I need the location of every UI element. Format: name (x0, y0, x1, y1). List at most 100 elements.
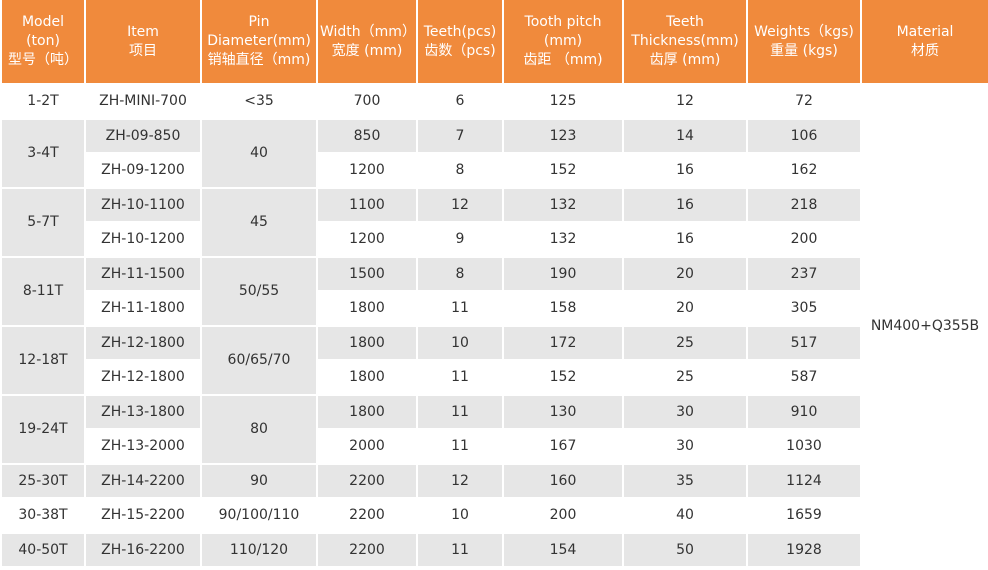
item-cell: ZH-12-1800 (86, 359, 200, 394)
teeth-cell: 12 (418, 462, 502, 497)
pin-diameter-cell: 90/100/110 (202, 497, 316, 532)
tooth-pitch-cell: 200 (504, 497, 622, 532)
model-cell: 8-11T (2, 255, 84, 325)
weight-cell: 72 (748, 83, 860, 118)
pin-diameter-cell: <35 (202, 83, 316, 118)
pin-diameter-cell: 90 (202, 462, 316, 497)
model-cell: 40-50T (2, 531, 84, 566)
item-cell: ZH-11-1800 (86, 290, 200, 325)
item-cell: ZH-14-2200 (86, 462, 200, 497)
item-cell: ZH-09-850 (86, 117, 200, 152)
model-cell: 3-4T (2, 117, 84, 187)
width-cell: 1100 (318, 186, 416, 221)
teeth-thickness-cell: 20 (624, 290, 746, 325)
tooth-pitch-cell: 167 (504, 428, 622, 463)
header-width-line: 宽度 (mm) (331, 42, 403, 59)
teeth-cell: 8 (418, 255, 502, 290)
weight-cell: 200 (748, 221, 860, 256)
pin-diameter-cell: 60/65/70 (202, 324, 316, 394)
header-row: Model (ton) 型号（吨） Item 项目 Pin Diameter(m… (2, 0, 988, 83)
weight-cell: 910 (748, 393, 860, 428)
header-weights: Weights（kgs) 重量 (kgs) (748, 0, 860, 83)
tooth-pitch-cell: 123 (504, 117, 622, 152)
table-row: ZH-11-1800 1800 11 158 20 305 (2, 290, 988, 325)
teeth-thickness-cell: 16 (624, 186, 746, 221)
material-cell: NM400+Q355B (862, 83, 988, 566)
teeth-cell: 11 (418, 393, 502, 428)
header-model-line: Model (21, 14, 65, 30)
teeth-cell: 10 (418, 497, 502, 532)
header-thick-line: Teeth (666, 14, 704, 30)
header-item-line: 项目 (129, 42, 157, 59)
width-cell: 2000 (318, 428, 416, 463)
pin-diameter-cell: 40 (202, 117, 316, 187)
header-item-line: Item (127, 23, 159, 40)
item-cell: ZH-12-1800 (86, 324, 200, 359)
model-cell: 19-24T (2, 393, 84, 463)
header-teeth-thickness: Teeth Thickness(mm) 齿厚 (mm) (624, 0, 746, 83)
header-weight-line: Weights（kgs) (754, 23, 854, 40)
teeth-thickness-cell: 25 (624, 359, 746, 394)
teeth-thickness-cell: 30 (624, 393, 746, 428)
weight-cell: 517 (748, 324, 860, 359)
table-body: 1-2T ZH-MINI-700 <35 700 6 125 12 72 NM400+Q355B… (2, 83, 988, 566)
width-cell: 700 (318, 83, 416, 118)
header-pitch-line: Tooth pitch (524, 14, 602, 30)
teeth-thickness-cell: 20 (624, 255, 746, 290)
teeth-thickness-cell: 12 (624, 83, 746, 118)
table-row: 1-2T ZH-MINI-700 <35 700 6 125 12 72 NM400+Q355B (2, 83, 988, 566)
teeth-cell: 7 (418, 117, 502, 152)
tooth-pitch-cell: 152 (504, 152, 622, 187)
header-thick-line: Thickness(mm) (631, 33, 739, 49)
header-pin-line: Pin (248, 14, 270, 30)
header-teeth: Teeth(pcs) 齿数（pcs) (418, 0, 502, 83)
pin-diameter-cell: 80 (202, 393, 316, 463)
table-row: ZH-12-1800 1800 11 152 25 587 (2, 359, 988, 394)
header-pitch-line: (mm) (543, 33, 583, 49)
tooth-pitch-cell: 152 (504, 359, 622, 394)
weight-cell: 1928 (748, 531, 860, 566)
table-row: ZH-10-1200 1200 9 132 16 200 (2, 221, 988, 256)
tooth-pitch-cell: 190 (504, 255, 622, 290)
header-pin-diameter: Pin Diameter(mm) 销轴直径（mm) (202, 0, 316, 83)
header-teeth-line: Teeth(pcs) (423, 23, 497, 40)
item-cell: ZH-15-2200 (86, 497, 200, 532)
header-material-line: 材质 (911, 42, 939, 59)
weight-cell: 1124 (748, 462, 860, 497)
item-cell: ZH-13-1800 (86, 393, 200, 428)
header-pin-line: 销轴直径（mm) (207, 52, 311, 68)
weight-cell: 305 (748, 290, 860, 325)
tooth-pitch-cell: 132 (504, 186, 622, 221)
width-cell: 1800 (318, 359, 416, 394)
table-row: 40-50T ZH-16-2200 110/120 2200 11 154 50 1928 (2, 531, 988, 566)
teeth-thickness-cell: 16 (624, 221, 746, 256)
tooth-pitch-cell: 154 (504, 531, 622, 566)
table-row: 8-11T ZH-11-1500 50/55 1500 8 190 20 237 (2, 255, 988, 325)
teeth-cell: 11 (418, 359, 502, 394)
teeth-cell: 11 (418, 290, 502, 325)
item-cell: ZH-16-2200 (86, 531, 200, 566)
item-cell: ZH-MINI-700 (86, 83, 200, 118)
width-cell: 2200 (318, 462, 416, 497)
header-model-line: (ton) (26, 33, 60, 49)
width-cell: 1800 (318, 324, 416, 359)
model-cell: 30-38T (2, 497, 84, 532)
tooth-pitch-cell: 125 (504, 83, 622, 118)
table-row: 5-7T ZH-10-1100 45 1100 12 132 16 218 (2, 186, 988, 256)
item-cell: ZH-11-1500 (86, 255, 200, 290)
model-cell: 5-7T (2, 186, 84, 256)
width-cell: 1200 (318, 152, 416, 187)
weight-cell: 587 (748, 359, 860, 394)
item-cell: ZH-13-2000 (86, 428, 200, 463)
header-material: Material 材质 (862, 0, 988, 83)
table-row: 30-38T ZH-15-2200 90/100/110 2200 10 200 40 165… (2, 497, 988, 532)
width-cell: 2200 (318, 531, 416, 566)
model-cell: 1-2T (2, 83, 84, 118)
header-model: Model (ton) 型号（吨） (2, 0, 84, 83)
teeth-thickness-cell: 40 (624, 497, 746, 532)
header-tooth-pitch: Tooth pitch (mm) 齿距 （mm) (504, 0, 622, 83)
pin-diameter-cell: 110/120 (202, 531, 316, 566)
teeth-thickness-cell: 35 (624, 462, 746, 497)
item-cell: ZH-10-1200 (86, 221, 200, 256)
